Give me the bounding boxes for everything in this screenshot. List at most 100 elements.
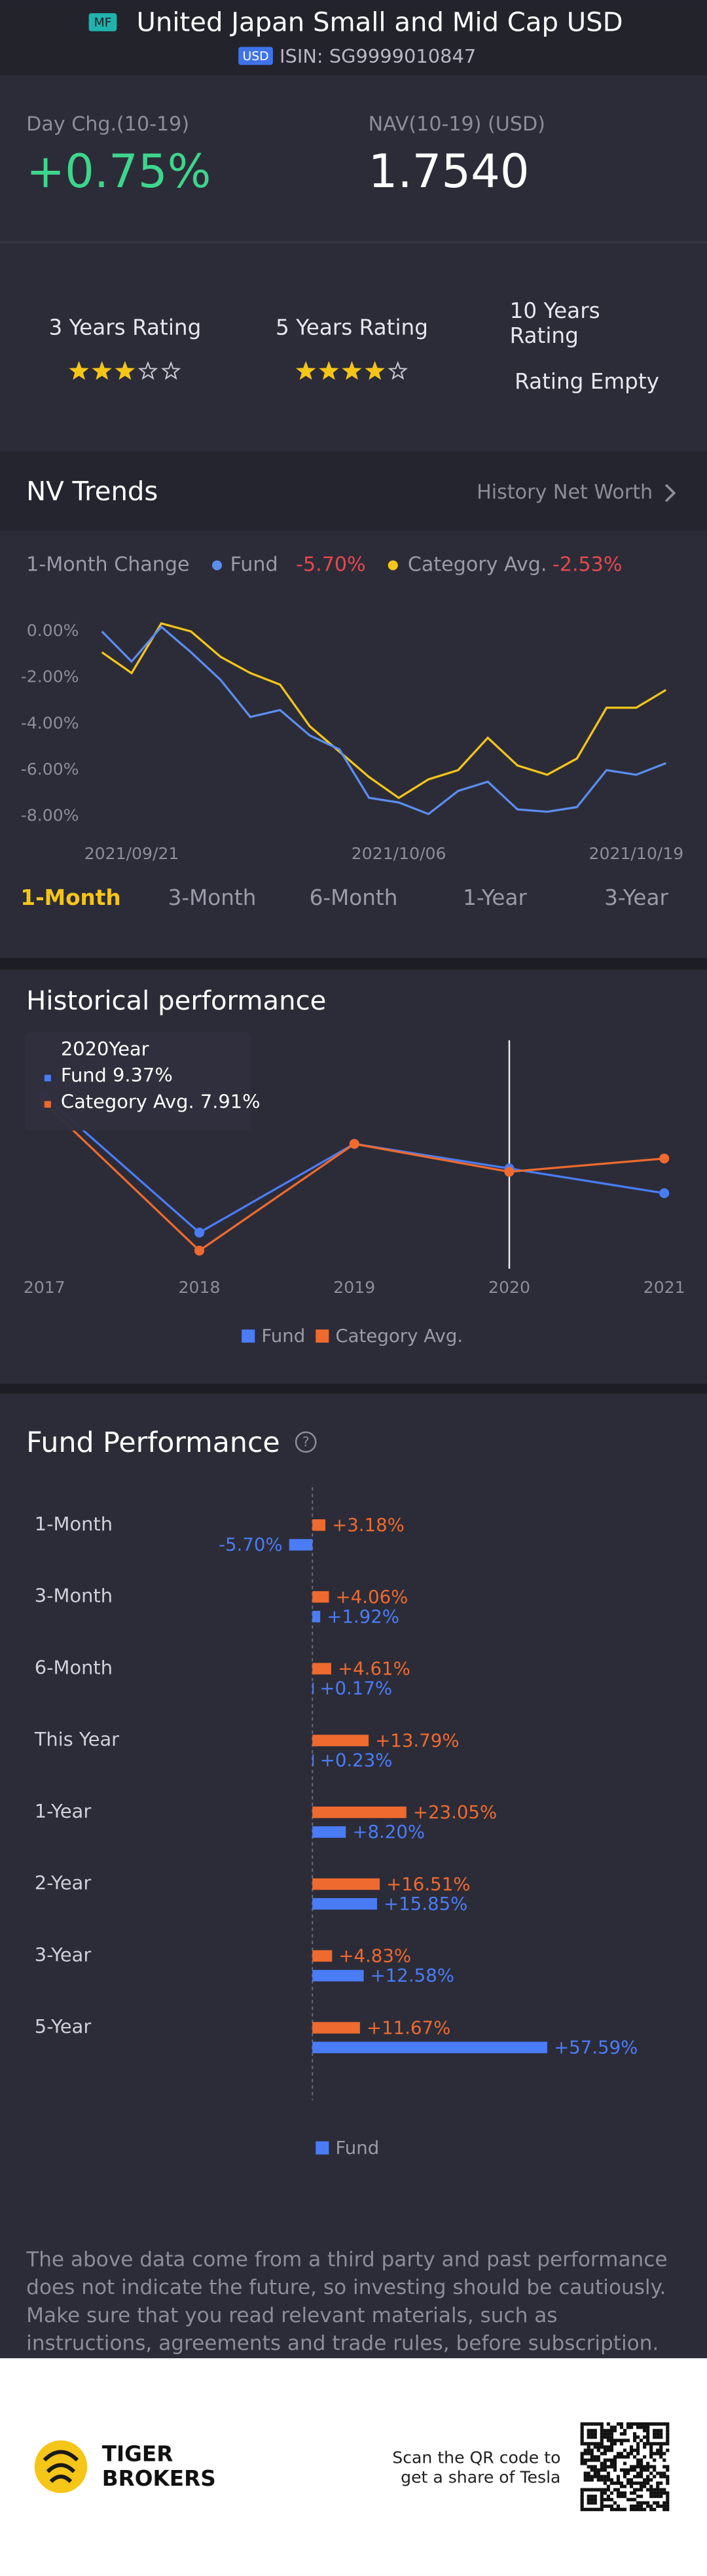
period-tab[interactable]: 1-Year (463, 885, 527, 910)
qr-module (649, 2448, 653, 2452)
qr-module (609, 2497, 613, 2501)
history-link[interactable]: History Net Worth (477, 481, 653, 504)
qr-module (649, 2452, 653, 2456)
qr-module (629, 2468, 634, 2472)
qr-module (583, 2478, 587, 2482)
qr-module (656, 2504, 660, 2508)
qr-module (587, 2471, 590, 2475)
ratings-bg (0, 243, 707, 452)
qr-module (640, 2471, 644, 2475)
star (295, 361, 316, 380)
legend-label: Fund (230, 554, 278, 576)
qr-module (662, 2458, 666, 2462)
qr-module (666, 2429, 670, 2433)
star (161, 361, 181, 380)
disclaimer-box: The above data come from a third party a… (26, 2246, 667, 2355)
legend-label: Category Avg. (408, 554, 547, 576)
qr-module (646, 2432, 650, 2436)
qr-module (626, 2455, 630, 2459)
qr-module (623, 2432, 627, 2436)
qr-module (593, 2507, 597, 2511)
qr-module (616, 2475, 621, 2479)
qr-module (600, 2478, 604, 2482)
qr-module (640, 2468, 644, 2472)
qr-module (653, 2422, 657, 2426)
qr-module (590, 2442, 594, 2446)
value-label: +4.61% (338, 1658, 410, 1680)
qr-module (626, 2497, 630, 2501)
qr-module (666, 2501, 670, 2505)
period-tab[interactable]: 6-Month (310, 885, 398, 910)
qr-module (587, 2465, 590, 2469)
qr-module (616, 2494, 621, 2498)
qr-module (593, 2429, 597, 2433)
value-label: +12.58% (371, 1965, 454, 1986)
nv-chart-bg (0, 531, 707, 959)
qr-module (593, 2455, 597, 2459)
qr-module (600, 2475, 604, 2479)
x-tick-label: 2021/10/06 (352, 844, 446, 863)
qr-module (629, 2491, 634, 2495)
qr-module (587, 2494, 590, 2498)
qr-module (590, 2507, 594, 2511)
stars (295, 361, 408, 380)
qr-module (662, 2488, 666, 2492)
qr-module (649, 2507, 653, 2511)
qr-module (629, 2504, 634, 2508)
qr-module (666, 2448, 670, 2452)
qr-module (626, 2422, 630, 2426)
qr-module (636, 2461, 640, 2465)
qr-module (626, 2481, 630, 2485)
qr-module (640, 2458, 644, 2462)
qr-module (619, 2442, 624, 2446)
qr-module (662, 2501, 666, 2505)
qr-module (603, 2491, 607, 2495)
qr-module (666, 2439, 670, 2443)
qr-module (636, 2504, 640, 2508)
qr-module (656, 2494, 660, 2498)
qr-module (653, 2429, 657, 2433)
qr-module (653, 2475, 657, 2479)
qr-module (596, 2455, 600, 2459)
period-tab[interactable]: 1-Month (20, 885, 120, 910)
qr-module (629, 2448, 634, 2452)
qr-module (646, 2478, 650, 2482)
period-tab[interactable]: 3-Month (168, 885, 257, 910)
star (115, 361, 136, 380)
qr-module (646, 2504, 650, 2508)
help-icon-glyph[interactable]: ? (302, 1434, 310, 1450)
qr-module (623, 2475, 627, 2479)
qr-module (656, 2501, 660, 2505)
qr-module (646, 2488, 650, 2492)
qr-module (596, 2478, 600, 2482)
qr-module (619, 2494, 624, 2498)
help-icon[interactable] (295, 1431, 317, 1453)
qr-module (580, 2507, 584, 2511)
chevron[interactable] (664, 484, 676, 503)
qr-module (656, 2435, 660, 2439)
qr-module (580, 2432, 584, 2436)
qr-module (606, 2439, 610, 2443)
qr-module (643, 2481, 647, 2485)
period-tab[interactable]: 3-Year (604, 885, 668, 910)
logo-text: BROKERS (102, 2466, 216, 2491)
section-title[interactable]: NV Trends (26, 477, 158, 507)
qr-module (606, 2429, 610, 2433)
qr-module (623, 2484, 627, 2488)
qr-module (593, 2465, 597, 2469)
qr-module (619, 2432, 624, 2436)
qr-module (590, 2455, 594, 2459)
tooltip-line: Fund 9.37% (61, 1064, 173, 1086)
qr-module (616, 2478, 621, 2482)
qr-module (619, 2484, 624, 2488)
qr-module (590, 2435, 594, 2439)
qr-module (609, 2432, 613, 2436)
qr-module (656, 2429, 660, 2433)
qr-module (666, 2494, 670, 2498)
x-tick-label: 2021/10/19 (589, 844, 684, 863)
qr-module (600, 2468, 604, 2472)
row-label: 3-Month (35, 1585, 113, 1607)
currency: USD (242, 50, 268, 63)
qr-module (603, 2497, 607, 2501)
qr-module (662, 2422, 666, 2426)
